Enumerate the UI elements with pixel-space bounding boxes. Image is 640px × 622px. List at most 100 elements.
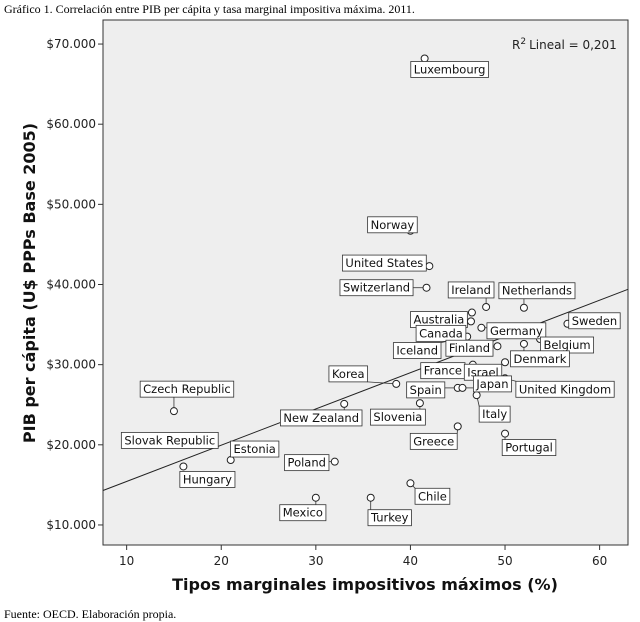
point-label: Czech Republic (143, 382, 231, 396)
data-point (519, 339, 528, 348)
y-tick-label: $40.000 (46, 278, 96, 292)
point-label-box (120, 431, 219, 449)
y-tick-label: $30.000 (46, 358, 96, 372)
point-label: Poland (288, 456, 326, 470)
point-label-box (230, 440, 280, 458)
point-label-box (486, 322, 547, 340)
data-point (467, 308, 476, 317)
point-label: Slovak Republic (124, 433, 215, 447)
data-point (482, 302, 491, 311)
point-label-box (280, 409, 363, 427)
point-label: Germany (490, 324, 543, 338)
data-point (406, 479, 415, 488)
point-label-box (279, 504, 327, 522)
data-point (453, 422, 462, 431)
data-point (472, 391, 481, 400)
point-label: Sweden (572, 314, 617, 328)
point-label: Denmark (514, 352, 567, 366)
point-label-box (370, 408, 426, 426)
data-point (179, 462, 188, 471)
r2-annotation: R2 Lineal = 0,201 (512, 37, 617, 52)
data-point (366, 493, 375, 502)
data-point (226, 456, 235, 465)
point-label-box (447, 281, 495, 299)
point-label-box (328, 365, 368, 383)
label-leader-line (367, 381, 397, 385)
point-label: Hungary (183, 472, 232, 486)
data-point (330, 457, 339, 466)
x-tick-label: 40 (403, 554, 418, 568)
point-label-box (501, 439, 557, 456)
point-label: United Kingdom (519, 382, 611, 396)
data-point (519, 303, 528, 312)
point-label: Greece (413, 434, 454, 448)
data-point (477, 323, 486, 332)
point-label: Chile (418, 489, 447, 503)
point-label-box (367, 216, 418, 234)
y-tick-label: $10.000 (46, 518, 96, 532)
data-point (493, 342, 502, 351)
point-label: Korea (332, 367, 365, 381)
point-label: Belgium (543, 338, 590, 352)
point-label-box (473, 375, 512, 393)
data-point (466, 317, 475, 326)
point-label-box (515, 380, 615, 398)
point-label: Australia (413, 313, 464, 327)
point-label: France (424, 364, 462, 378)
data-point (415, 399, 424, 408)
point-label-box (415, 324, 467, 342)
point-label: United States (345, 256, 423, 270)
data-point (422, 283, 431, 292)
data-point (311, 493, 320, 502)
data-point (392, 379, 401, 388)
point-label: Spain (410, 383, 442, 397)
y-axis-title: PIB per cápita (U$ PPPs Base 2005) (20, 123, 39, 443)
point-label-box (367, 509, 412, 527)
point-label: Netherlands (502, 284, 572, 298)
data-point (458, 383, 467, 392)
data-point (420, 54, 429, 63)
point-label-box (284, 454, 330, 472)
point-label-box (342, 254, 427, 272)
point-label-box (409, 432, 458, 450)
point-label: Canada (419, 326, 463, 340)
point-label-box (410, 61, 489, 78)
x-tick-label: 20 (214, 554, 229, 568)
point-label-box (510, 350, 570, 368)
data-point (169, 407, 178, 416)
figure-caption: Gráfico 1. Correlación entre PIB per cáp… (4, 2, 415, 16)
point-label: Norway (371, 218, 415, 232)
x-tick-label: 10 (119, 554, 134, 568)
point-label: Ireland (451, 283, 491, 297)
x-tick-label: 60 (592, 554, 607, 568)
point-label-box (478, 405, 511, 423)
y-tick-label: $70.000 (46, 37, 96, 51)
point-label: Finland (449, 341, 490, 355)
point-label: Portugal (505, 441, 553, 455)
point-label-box (339, 279, 414, 297)
x-tick-label: 50 (497, 554, 512, 568)
point-label: Switzerland (343, 281, 410, 295)
x-tick-label: 30 (308, 554, 323, 568)
point-label: Luxembourg (414, 62, 486, 76)
data-point (340, 399, 349, 408)
point-label-box (445, 339, 494, 357)
point-label: Slovenia (373, 410, 422, 424)
point-label: Estonia (234, 442, 276, 456)
point-label-box (498, 282, 576, 300)
y-tick-label: $60.000 (46, 117, 96, 131)
point-label: Japan (475, 377, 508, 391)
point-label-box (406, 381, 446, 399)
y-tick-label: $20.000 (46, 438, 96, 452)
data-point (501, 358, 510, 367)
x-axis-title: Tipos marginales impositivos máximos (%) (172, 575, 558, 594)
point-label: Italy (482, 407, 507, 421)
point-label-box (139, 380, 235, 398)
point-label-box (568, 312, 621, 330)
point-label: Iceland (396, 344, 438, 358)
figure-source: Fuente: OECD. Elaboración propia. (4, 607, 177, 621)
point-label: New Zealand (283, 411, 359, 425)
point-label: Mexico (283, 506, 323, 520)
point-label-box (414, 487, 451, 505)
data-point (501, 429, 510, 438)
